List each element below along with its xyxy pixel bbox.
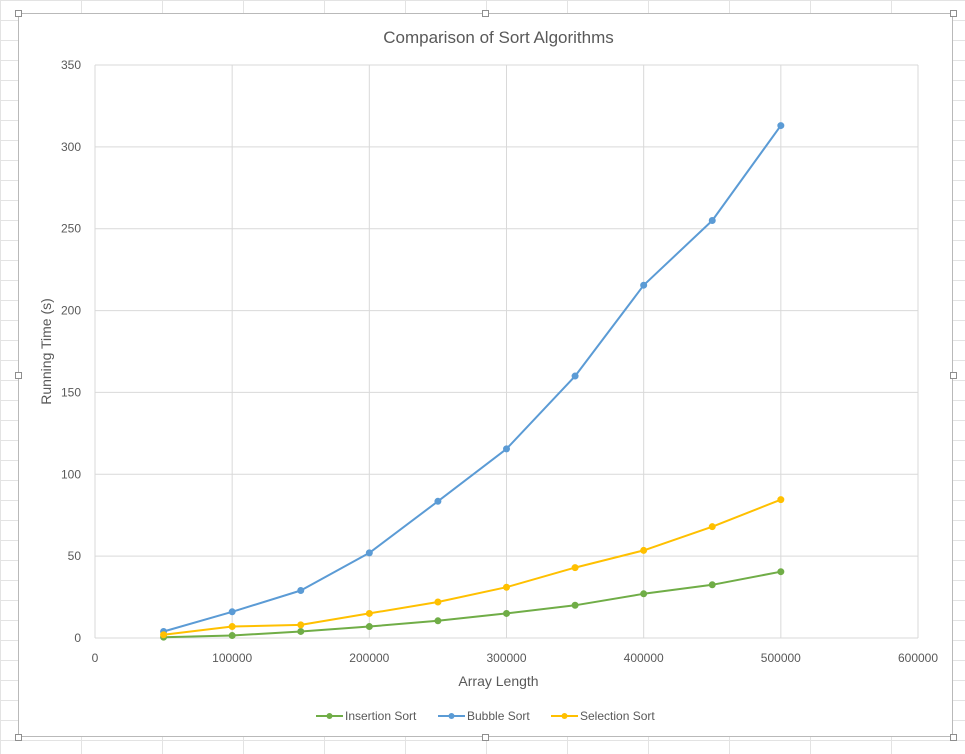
legend-label: Insertion Sort [345,709,417,723]
series-line-bubble-sort [163,125,782,633]
y-tick-label: 200 [61,304,81,318]
resize-handle-top-left[interactable] [15,10,22,17]
resize-handle-bottom-right[interactable] [950,734,957,741]
data-point [503,583,510,591]
data-point [708,523,716,531]
data-point [777,496,785,504]
data-point [571,564,579,572]
chart-area[interactable]: Comparison of Sort Algorithms 0 50 100 150 20… [18,13,953,737]
resize-handle-middle-right[interactable] [950,372,957,379]
line-chart: Comparison of Sort Algorithms 0 50 100 150 20… [38,28,938,723]
y-tick-label: 250 [61,222,81,236]
data-point [503,445,510,453]
data-point [434,617,442,625]
data-point [571,372,579,380]
x-tick-label: 600000 [898,651,938,665]
data-point [365,609,373,617]
series-line-insertion-sort [163,570,781,639]
resize-handle-bottom-center[interactable] [482,734,489,741]
data-point [297,627,305,635]
data-point [708,217,716,225]
data-point [640,590,648,598]
y-tick-label: 300 [61,140,81,154]
x-tick-label: 400000 [624,651,664,665]
data-point [434,598,442,606]
legend-label: Bubble Sort [467,709,530,723]
chart-title: Comparison of Sort Algorithms [383,28,614,47]
data-point [434,497,442,505]
data-point [777,122,785,130]
data-point [571,601,579,609]
resize-handle-top-right[interactable] [950,10,957,17]
data-point [708,581,716,589]
legend-marker [326,713,333,719]
legend-marker [448,713,455,719]
data-point [365,549,373,557]
data-point [228,623,236,631]
x-axis-title: Array Length [458,673,538,689]
data-point [160,631,168,639]
x-tick-label: 300000 [486,651,526,665]
y-tick-label: 100 [61,467,81,481]
data-point [640,281,648,289]
x-tick-label: 500000 [761,651,801,665]
data-point [777,568,785,576]
y-tick-label: 350 [61,58,81,72]
x-tick-label: 100000 [212,651,252,665]
data-point [503,609,510,617]
y-tick-label: 0 [74,631,81,645]
y-axis-title: Running Time (s) [38,298,54,405]
data-point [365,623,373,631]
resize-handle-middle-left[interactable] [15,372,22,379]
legend-marker [561,713,568,719]
x-tick-label: 0 [92,651,99,665]
data-point [297,587,305,595]
resize-handle-top-center[interactable] [482,10,489,17]
legend-label: Selection Sort [580,709,655,723]
x-tick-label: 200000 [349,651,389,665]
resize-handle-bottom-left[interactable] [15,734,22,741]
y-tick-label: 150 [61,385,81,399]
data-point [228,632,236,640]
data-point [228,608,236,616]
series-line-selection-sort [163,498,782,636]
data-point [297,621,305,629]
y-tick-label: 50 [68,549,82,563]
data-point [640,546,648,554]
